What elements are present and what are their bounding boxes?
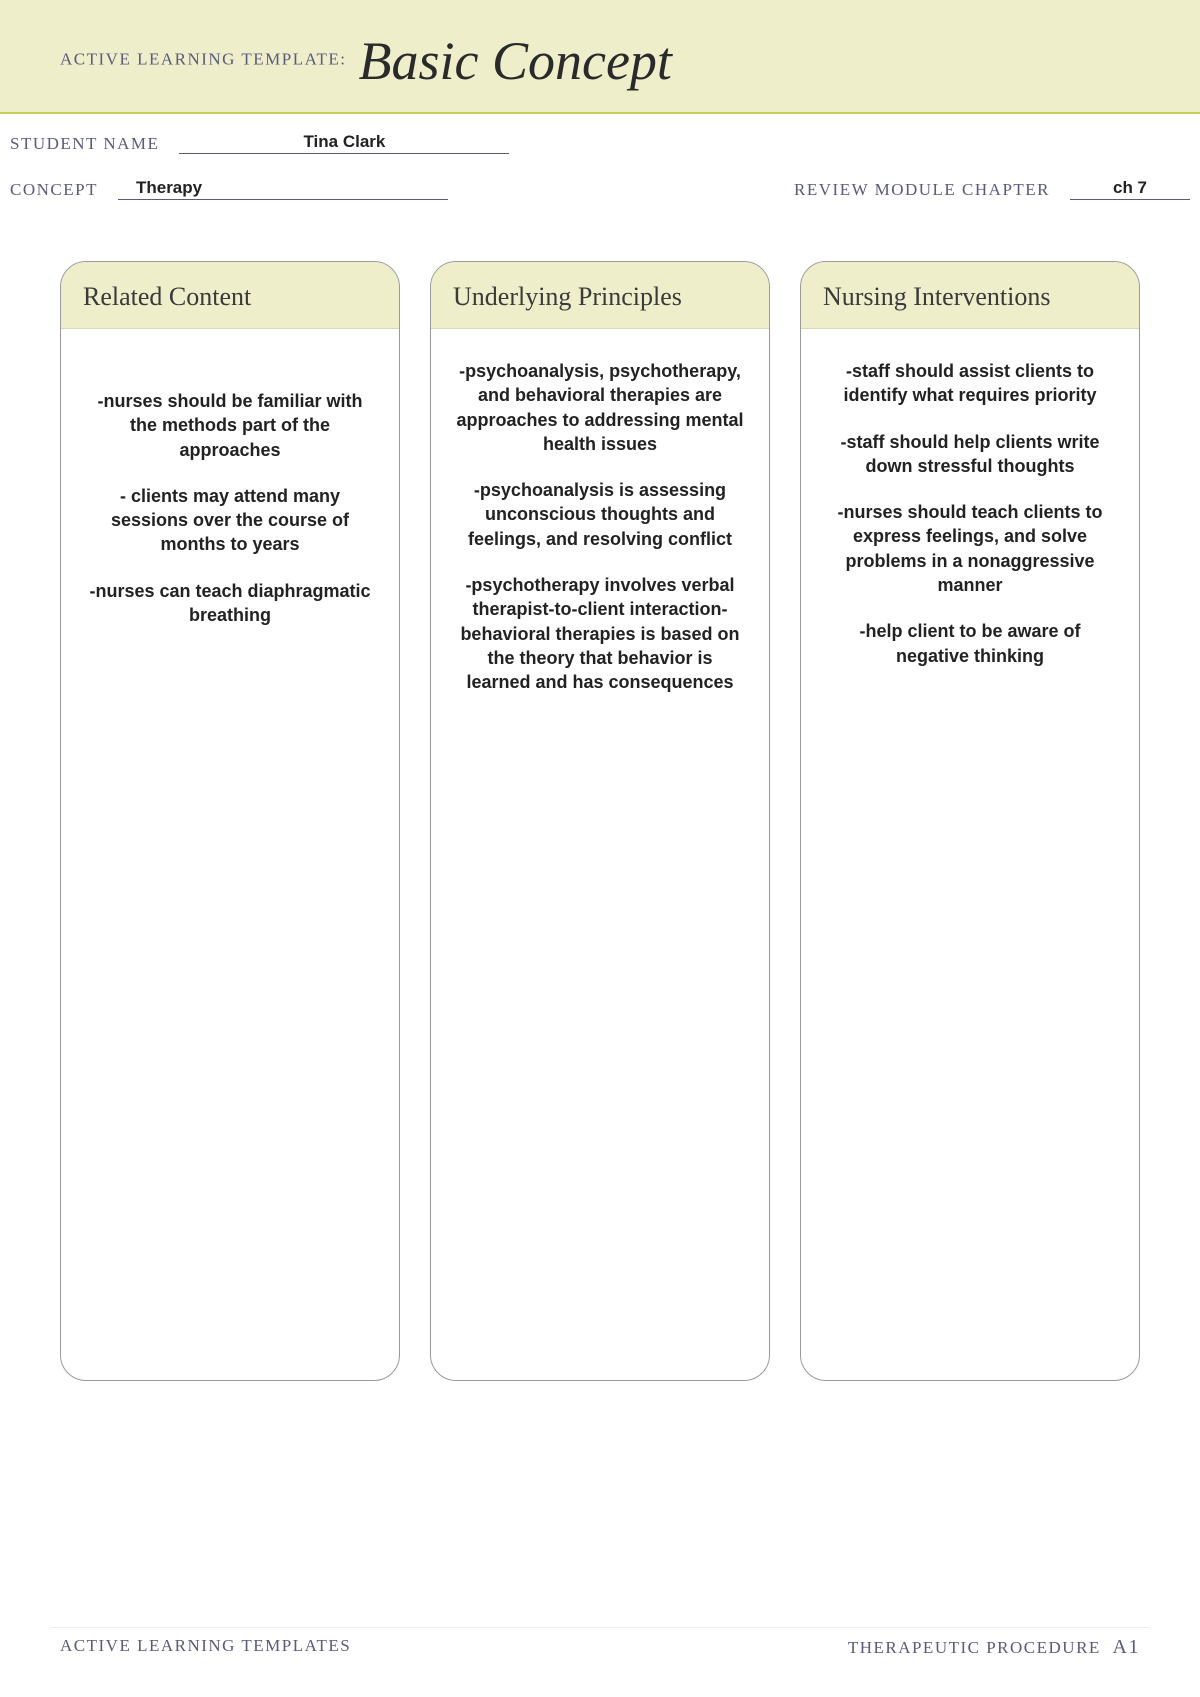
concept-value: Therapy: [136, 178, 202, 197]
template-label: ACTIVE LEARNING TEMPLATE:: [60, 50, 347, 69]
interventions-item: -staff should help clients write down st…: [823, 430, 1117, 479]
related-item: -nurses should be familiar with the meth…: [83, 389, 377, 462]
nursing-interventions-heading: Nursing Interventions: [801, 262, 1139, 329]
nursing-interventions-body: -staff should assist clients to identify…: [801, 329, 1139, 720]
related-content-card: Related Content -nurses should be famili…: [60, 261, 400, 1381]
footer: ACTIVE LEARNING TEMPLATES THERAPEUTIC PR…: [0, 1627, 1200, 1659]
underlying-principles-body: -psychoanalysis, psychotherapy, and beha…: [431, 329, 769, 747]
principles-item: -psychoanalysis is assessing unconscious…: [453, 478, 747, 551]
nursing-interventions-card: Nursing Interventions -staff should assi…: [800, 261, 1140, 1381]
review-field: REVIEW MODULE CHAPTER ch 7: [794, 178, 1190, 200]
principles-item: -psychoanalysis, psychotherapy, and beha…: [453, 359, 747, 456]
interventions-item: -nurses should teach clients to express …: [823, 500, 1117, 597]
page-title: Basic Concept: [359, 31, 672, 91]
concept-field: CONCEPT Therapy: [10, 178, 448, 200]
interventions-item: -staff should assist clients to identify…: [823, 359, 1117, 408]
underlying-principles-card: Underlying Principles -psychoanalysis, p…: [430, 261, 770, 1381]
student-name-label: STUDENT NAME: [10, 134, 159, 154]
footer-right: THERAPEUTIC PROCEDURE A1: [848, 1636, 1140, 1659]
student-name-field: STUDENT NAME Tina Clark: [10, 132, 509, 154]
review-chapter-label: REVIEW MODULE CHAPTER: [794, 180, 1050, 200]
underlying-principles-heading: Underlying Principles: [431, 262, 769, 329]
interventions-item: -help client to be aware of negative thi…: [823, 619, 1117, 668]
related-item: - clients may attend many sessions over …: [83, 484, 377, 557]
concept-label: CONCEPT: [10, 180, 98, 200]
related-content-body: -nurses should be familiar with the meth…: [61, 329, 399, 679]
footer-left: ACTIVE LEARNING TEMPLATES: [60, 1636, 351, 1659]
content-columns: Related Content -nurses should be famili…: [50, 261, 1150, 1381]
review-chapter-value: ch 7: [1113, 178, 1147, 197]
related-content-heading: Related Content: [61, 262, 399, 329]
header-band: ACTIVE LEARNING TEMPLATE: Basic Concept: [0, 0, 1200, 114]
page-code: A1: [1113, 1636, 1140, 1658]
related-item: -nurses can teach diaphragmatic breathin…: [83, 579, 377, 628]
principles-item: -psychotherapy involves verbal therapist…: [453, 573, 747, 694]
footer-right-label: THERAPEUTIC PROCEDURE: [848, 1638, 1101, 1657]
student-name-value: Tina Clark: [303, 132, 385, 151]
